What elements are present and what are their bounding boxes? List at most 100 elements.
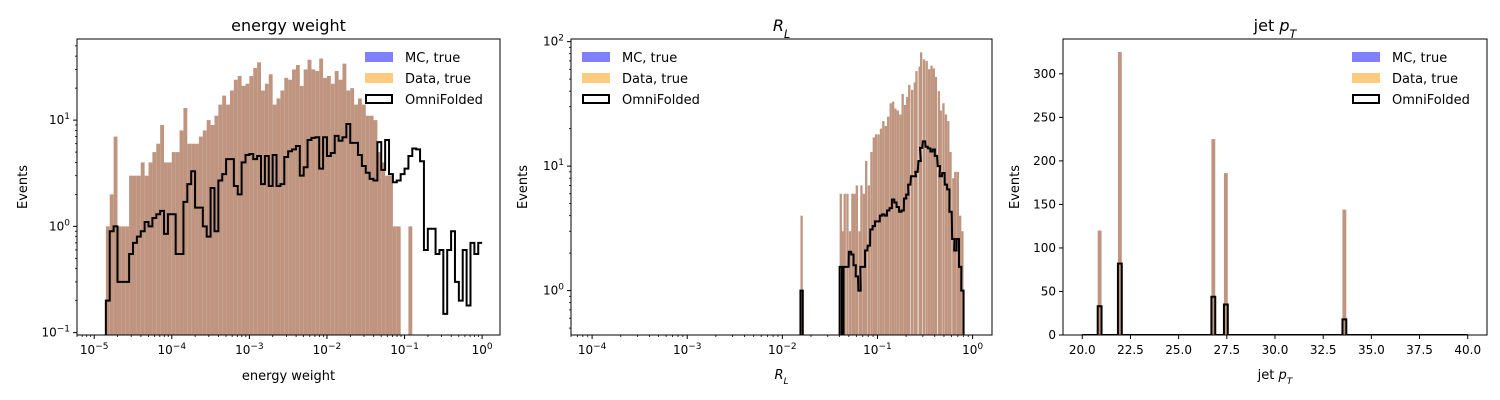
hist-bar (288, 79, 293, 335)
legend-swatch (582, 73, 610, 83)
x-tick-label: 10−2 (313, 342, 342, 357)
hist-bar (1342, 209, 1347, 335)
legend-label: OmniFolded (1392, 93, 1470, 108)
hist-bar (872, 137, 875, 335)
plot-area (104, 58, 483, 335)
x-axis-label-sub: T (1287, 377, 1294, 387)
x-tick-label: 10−4 (578, 342, 607, 357)
hist-bar (311, 69, 316, 335)
hist-bar (125, 226, 130, 335)
x-tick-label: 22.5 (1117, 343, 1144, 357)
hist-bar (183, 108, 188, 335)
hist-bar (198, 136, 203, 335)
hist-bar (210, 124, 215, 335)
hist-bar (879, 128, 883, 335)
hist-bar (284, 77, 289, 335)
x-tick-label: 10−3 (673, 342, 702, 357)
hist-bar (179, 130, 184, 335)
hist-bar (113, 136, 118, 335)
legend-label: Data, true (1392, 72, 1458, 87)
hist-bar (901, 93, 904, 335)
x-axis-label: jet pT (1257, 368, 1294, 387)
hist-bar (385, 175, 390, 335)
hist-bar (276, 98, 281, 335)
hist-bar (910, 89, 914, 335)
legend-swatch (582, 52, 610, 62)
hist-bar (167, 162, 172, 335)
legend-mc-true: MC, true (365, 51, 460, 66)
chart-title: RL (773, 16, 790, 41)
hist-bar (369, 115, 374, 335)
x-tick-label: 10−3 (235, 342, 264, 357)
hist-bar (858, 231, 861, 335)
x-tick-label: 30.0 (1262, 343, 1289, 357)
hist-bar (295, 65, 300, 335)
y-tick-label: 10−1 (41, 325, 70, 340)
legend-omnifolded: OmniFolded (582, 93, 700, 108)
x-tick-label: 100 (472, 342, 493, 357)
legend-data-true: Data, true (1352, 72, 1458, 87)
legend-omnifolded: OmniFolded (365, 93, 483, 108)
legend-data-true: Data, true (582, 72, 688, 87)
y-tick-label: 250 (1033, 110, 1056, 124)
hist-bar (121, 226, 126, 335)
hist-bar (354, 104, 358, 335)
legend-omnifolded: OmniFolded (1352, 93, 1470, 108)
hist-bar (865, 160, 868, 335)
hist-bar (913, 82, 916, 335)
hist-bar (268, 74, 273, 335)
legend-swatch (582, 94, 610, 104)
x-axis-label-base: jet p (1257, 368, 1287, 383)
hist-bar (848, 231, 852, 335)
legend-mc-true: MC, true (1352, 51, 1447, 66)
hist-bar (323, 77, 327, 335)
hist-bar (206, 120, 211, 335)
hist-bar (862, 193, 866, 335)
x-tick-label: 10−2 (768, 342, 797, 357)
hist-bar (896, 110, 899, 335)
hist-bar (894, 108, 897, 335)
legend-swatch (1352, 94, 1380, 104)
legend: MC, true Data, true OmniFolded (582, 51, 700, 108)
hist-bar (939, 110, 942, 335)
hist-bar (133, 175, 137, 335)
hist-bar (899, 114, 902, 335)
x-axis-label: RL (774, 368, 788, 387)
hist-bar (319, 58, 324, 335)
axes-frame (570, 38, 993, 336)
legend-label: OmniFolded (622, 93, 700, 108)
hist-bar (117, 226, 122, 335)
hist-bar (884, 126, 887, 335)
hist-bar (918, 66, 921, 335)
legend-mc-true: MC, true (582, 51, 677, 66)
x-tick-label: 37.5 (1406, 343, 1433, 357)
hist-bar (381, 162, 386, 335)
omnifolded-step (1082, 262, 1468, 335)
hist-bar (280, 90, 285, 335)
hist-bar (870, 151, 873, 335)
hist-bar (959, 215, 962, 335)
hist-bar (903, 104, 907, 335)
hist-bar (218, 104, 223, 335)
hist-bar (299, 85, 304, 335)
axes-frame (76, 38, 501, 336)
hist-bar (307, 59, 312, 335)
hist-bar (144, 175, 149, 335)
chart-title-sub: T (1289, 28, 1297, 41)
legend-swatch (365, 73, 393, 83)
hist-bar (908, 84, 911, 335)
x-tick-label: 40.0 (1454, 343, 1481, 357)
hist-bar (136, 175, 141, 335)
hist-bar (171, 152, 176, 335)
y-axis-label: Events (16, 165, 31, 209)
hist-bar (303, 69, 308, 335)
hist-bar (245, 83, 250, 335)
hist-bar (334, 70, 339, 335)
x-tick-label: 10−4 (158, 342, 187, 357)
chart-title: energy weight (231, 16, 346, 35)
plot-area (799, 52, 965, 335)
legend-label: MC, true (1392, 51, 1447, 66)
hist-bar (315, 70, 320, 335)
hist-bar (408, 226, 413, 335)
